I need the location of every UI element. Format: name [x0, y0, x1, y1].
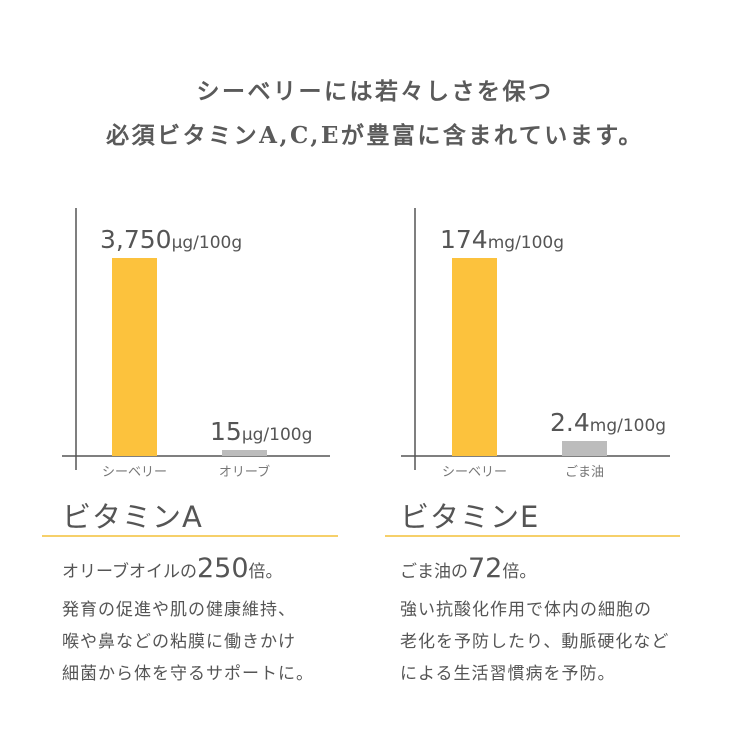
bar-0-0: [112, 258, 157, 456]
bar-value-number: 174: [440, 225, 488, 254]
vitamin-e-description: 強い抗酸化作用で体内の細胞の 老化を予防したり、動脈硬化など による生活習慣病を…: [400, 594, 669, 690]
vitamin-a-desc-line: 喉や鼻などの粘膜に働きかけ: [62, 632, 296, 652]
bar-value-unit: mg/100g: [590, 416, 666, 436]
vitamin-e-desc-line: による生活習慣病を予防。: [400, 664, 616, 684]
bar-value-unit: μg/100g: [242, 425, 313, 445]
headline-line-2: 必須ビタミンA,C,Eが豊富に含まれています。: [106, 122, 644, 149]
bar-value-label-1-1: 2.4mg/100g: [550, 408, 666, 437]
vitamin-e-summary-pre: ごま油の: [400, 562, 468, 582]
vitamin-a-summary-number: 250: [196, 553, 249, 584]
bar-0-1: [222, 450, 267, 456]
bar-value-number: 3,750: [100, 225, 172, 254]
vitamin-a-summary-post: 倍。: [248, 562, 283, 582]
bar-value-label-1-0: 174mg/100g: [440, 225, 564, 254]
category-label-1-1: ごま油: [565, 464, 604, 480]
bar-value-number: 2.4: [550, 408, 590, 437]
vitamin-e-underline: [385, 535, 680, 537]
vitamin-e-desc-line: 老化を予防したり、動脈硬化など: [400, 632, 670, 652]
vitamin-e-summary: ごま油の72倍。: [400, 553, 536, 584]
vitamin-a-title: ビタミンA: [62, 500, 203, 534]
vitamin-e-title: ビタミンE: [400, 500, 540, 534]
vitamin-a-summary: オリーブオイルの250倍。: [62, 553, 283, 584]
vitamin-a-description: 発育の促進や肌の健康維持、 喉や鼻などの粘膜に働きかけ 細菌から体を守るサポート…: [62, 594, 314, 690]
bar-value-number: 15: [210, 417, 242, 446]
bar-value-unit: μg/100g: [172, 233, 243, 253]
bar-1-1: [562, 441, 607, 456]
bar-value-unit: mg/100g: [488, 233, 564, 253]
vitamin-a-desc-line: 発育の促進や肌の健康維持、: [62, 600, 296, 620]
category-label-0-1: オリーブ: [219, 464, 270, 480]
bar-1-0: [452, 258, 497, 456]
vitamin-a-underline: [42, 535, 338, 537]
vitamin-e-desc-line: 強い抗酸化作用で体内の細胞の: [400, 600, 652, 620]
bar-value-label-0-1: 15μg/100g: [210, 417, 312, 446]
vitamin-e-summary-number: 72: [468, 553, 503, 584]
vitamin-a-desc-line: 細菌から体を守るサポートに。: [62, 664, 314, 684]
vitamin-a-summary-pre: オリーブオイルの: [62, 562, 197, 582]
headline-line-1: シーベリーには若々しさを保つ: [196, 78, 554, 105]
bar-value-label-0-0: 3,750μg/100g: [100, 225, 242, 254]
vitamin-e-summary-post: 倍。: [502, 562, 537, 582]
category-label-1-0: シーベリー: [442, 465, 507, 480]
category-label-0-0: シーベリー: [102, 465, 167, 480]
